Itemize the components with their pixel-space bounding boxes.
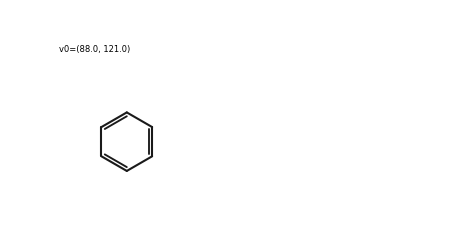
Text: v0=(88.0, 121.0): v0=(88.0, 121.0) (59, 45, 130, 54)
